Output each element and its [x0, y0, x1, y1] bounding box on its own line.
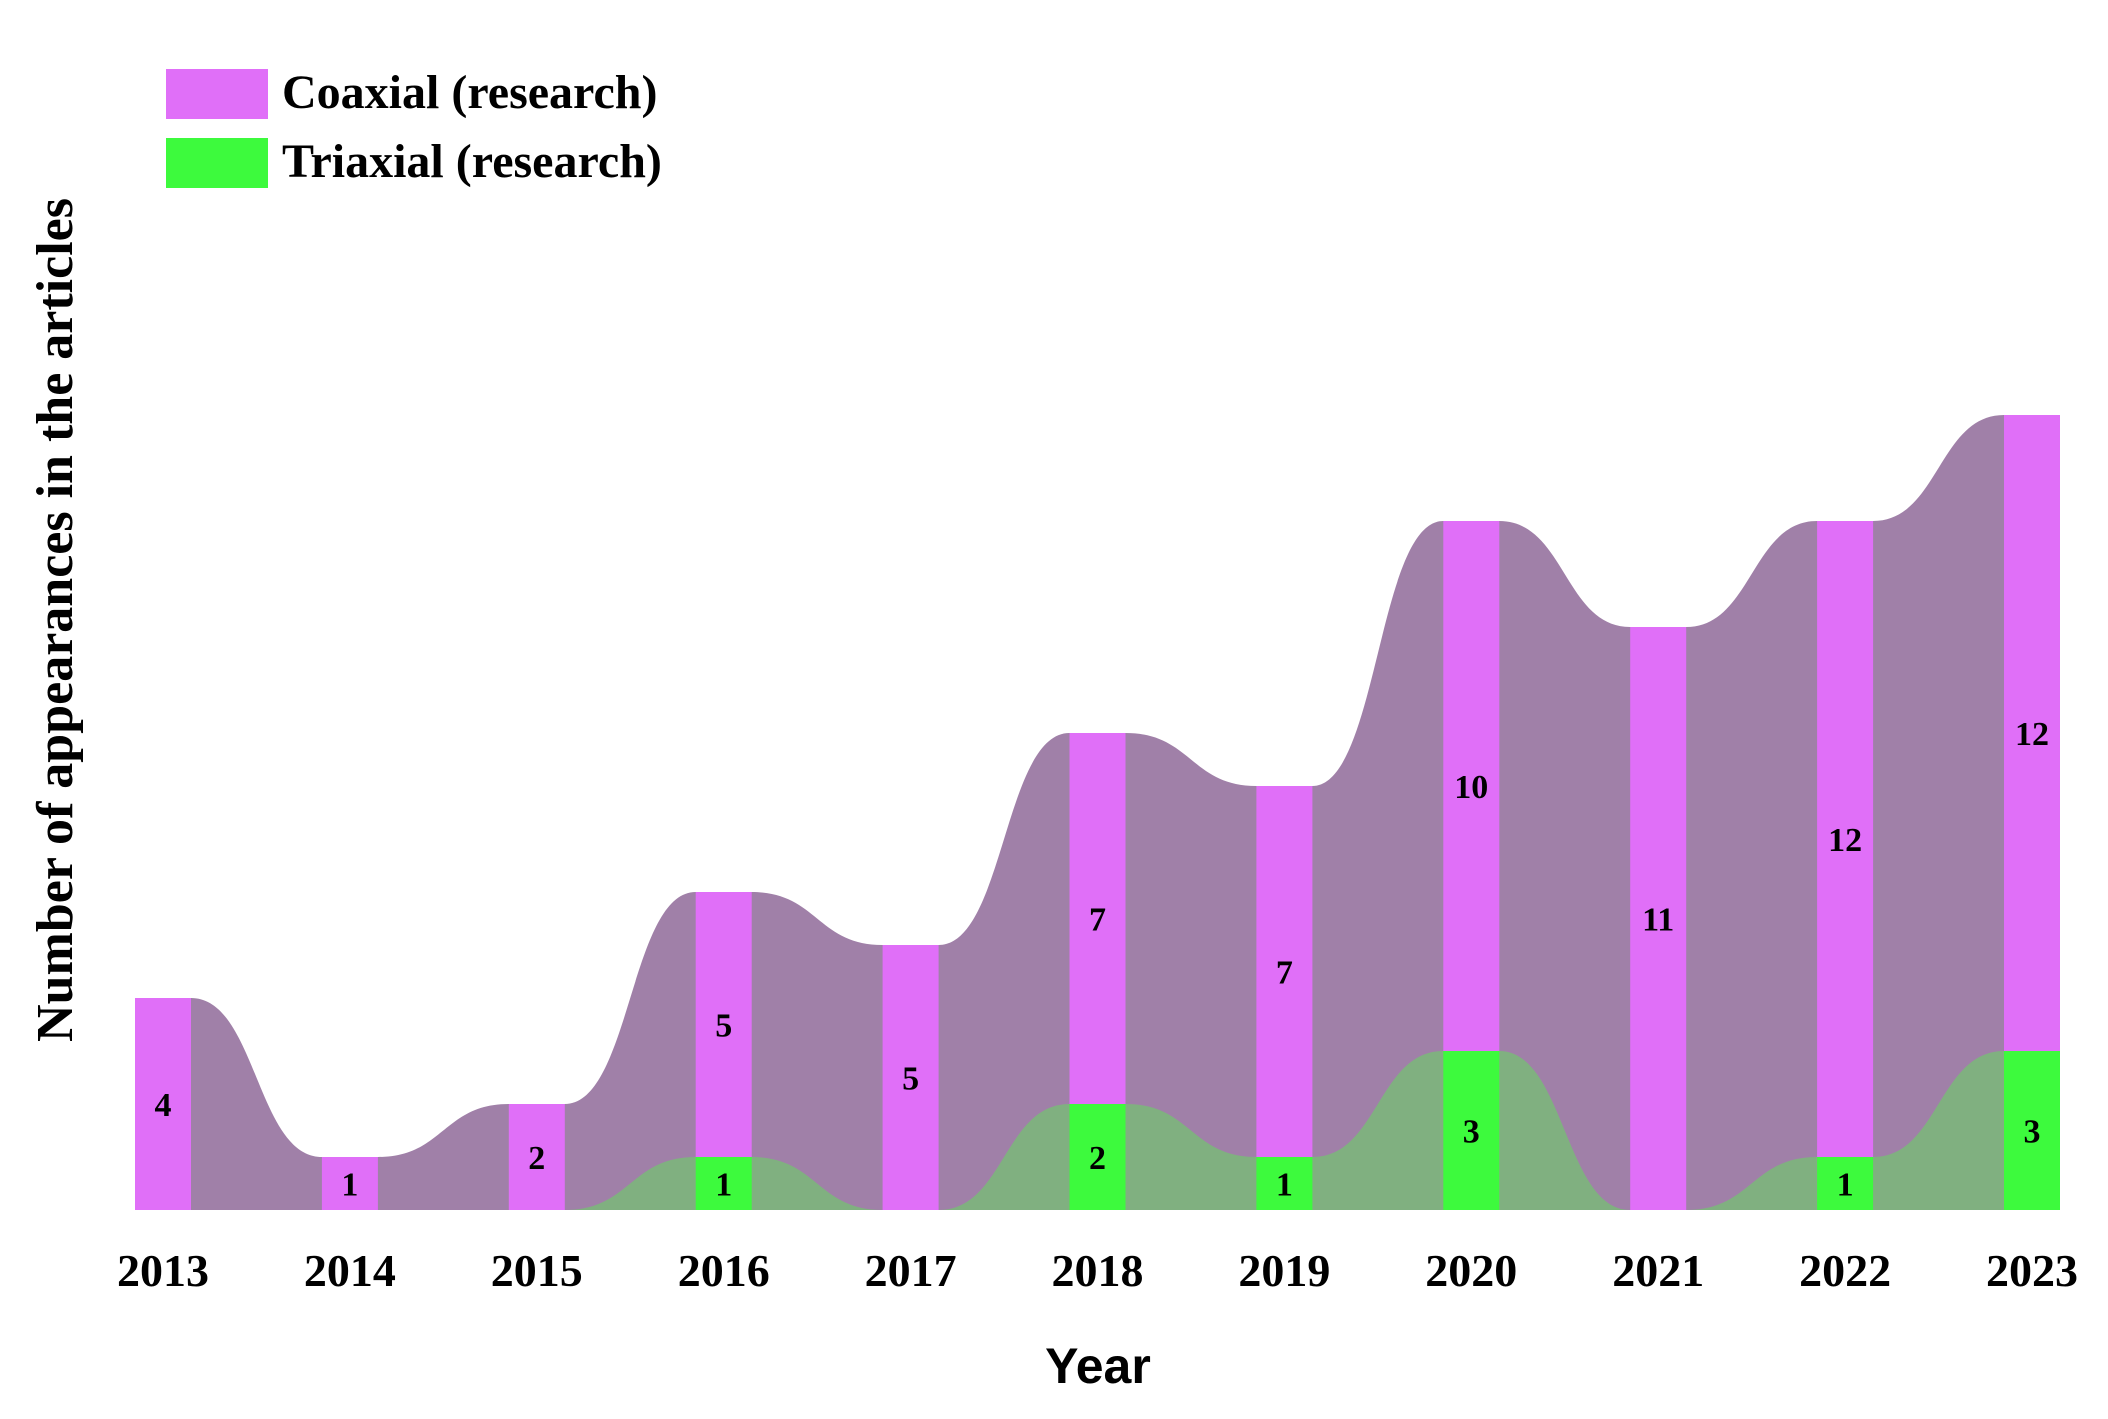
value-label-triaxial-2019: 1	[1276, 1167, 1293, 1204]
bars	[135, 415, 2060, 1210]
x-tick-label-2017: 2017	[865, 1245, 957, 1296]
value-label-coaxial-2017: 5	[902, 1061, 919, 1098]
bar-coaxial-2016	[695, 892, 752, 1157]
bar-triaxial-2023	[2004, 1051, 2060, 1210]
x-tick-labels: 2013 2014 2015 2016 2017 2018 2019 2020 2021 2022…	[117, 1245, 2078, 1296]
x-axis-label: Year	[1045, 1338, 1151, 1394]
legend-swatch-triaxial	[166, 138, 268, 188]
y-axis-label: Number of appearances in the articles	[27, 198, 84, 1042]
value-label-coaxial-2023: 12	[2015, 716, 2049, 753]
x-tick-label-2023: 2023	[1986, 1245, 2078, 1296]
value-label-triaxial-2016: 1	[715, 1167, 732, 1204]
value-label-coaxial-2019: 7	[1276, 955, 1293, 992]
bar-coaxial-2015	[508, 1104, 565, 1210]
bar-triaxial-2019	[1256, 1157, 1313, 1210]
x-tick-label-2013: 2013	[117, 1245, 209, 1296]
x-tick-label-2016: 2016	[678, 1245, 770, 1296]
x-tick-label-2018: 2018	[1052, 1245, 1144, 1296]
bar-triaxial-2018	[1069, 1104, 1126, 1210]
x-tick-label-2021: 2021	[1612, 1245, 1704, 1296]
bar-triaxial-2022	[1817, 1157, 1874, 1210]
bar-coaxial-2022	[1817, 521, 1874, 1157]
bar-coaxial-2014	[321, 1157, 378, 1210]
value-label-triaxial-2023: 3	[2024, 1114, 2041, 1151]
legend: Coaxial (research) Triaxial (research)	[166, 66, 662, 188]
value-label-coaxial-2014: 1	[341, 1167, 358, 1204]
x-tick-label-2022: 2022	[1799, 1245, 1891, 1296]
value-label-coaxial-2018: 7	[1089, 902, 1106, 939]
bar-coaxial-2019	[1256, 786, 1313, 1157]
value-label-triaxial-2020: 3	[1463, 1114, 1480, 1151]
bar-coaxial-2023	[2004, 415, 2060, 1051]
x-tick-label-2015: 2015	[491, 1245, 583, 1296]
value-label-triaxial-2022: 1	[1837, 1167, 1854, 1204]
bar-coaxial-2017	[882, 945, 939, 1210]
legend-label-coaxial: Coaxial (research)	[282, 66, 657, 119]
bar-coaxial-2020	[1443, 521, 1500, 1051]
value-label-coaxial-2013: 4	[155, 1087, 172, 1124]
value-label-coaxial-2020: 10	[1454, 769, 1488, 806]
x-tick-label-2014: 2014	[304, 1245, 396, 1296]
bar-triaxial-2016	[695, 1157, 752, 1210]
value-label-coaxial-2022: 12	[1828, 822, 1862, 859]
legend-label-triaxial: Triaxial (research)	[282, 135, 662, 188]
value-label-triaxial-2018: 2	[1089, 1140, 1106, 1177]
bar-coaxial-2018	[1069, 733, 1126, 1104]
bar-triaxial-2020	[1443, 1051, 1500, 1210]
x-tick-label-2019: 2019	[1238, 1245, 1330, 1296]
legend-swatch-coaxial	[166, 69, 268, 119]
bar-coaxial-2013	[135, 998, 191, 1210]
bar-coaxial-2021	[1630, 627, 1687, 1210]
value-label-coaxial-2021: 11	[1642, 902, 1674, 939]
x-tick-label-2020: 2020	[1425, 1245, 1517, 1296]
value-label-coaxial-2015: 2	[528, 1140, 545, 1177]
value-label-coaxial-2016: 5	[715, 1008, 732, 1045]
